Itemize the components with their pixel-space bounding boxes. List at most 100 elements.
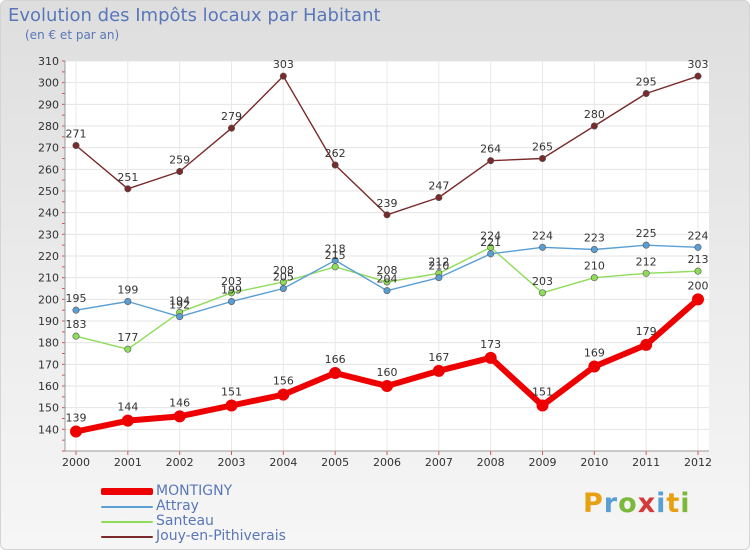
data-point-attray — [487, 250, 495, 258]
data-point-attray — [124, 297, 132, 305]
legend: MONTIGNY Attray Santeau Jouy-en-Pithiverais — [101, 484, 286, 544]
data-point-jouy-en-pithiverais — [124, 185, 132, 193]
data-point-jouy-en-pithiverais — [642, 90, 650, 98]
data-point-jouy-en-pithiverais — [487, 157, 495, 165]
data-label-jouy-en-pithiverais: 265 — [532, 141, 553, 154]
data-point-attray — [279, 284, 287, 292]
data-label-attray: 199 — [221, 284, 242, 297]
data-label-jouy-en-pithiverais: 271 — [66, 128, 87, 141]
data-point-jouy-en-pithiverais — [435, 194, 443, 202]
data-label-jouy-en-pithiverais: 279 — [221, 110, 242, 123]
data-label-santeau: 210 — [584, 260, 605, 273]
data-point-montigny — [70, 425, 82, 438]
data-label-attray: 224 — [532, 229, 553, 242]
legend-item: Santeau — [101, 514, 286, 529]
data-point-santeau — [694, 267, 702, 275]
data-point-montigny — [640, 338, 653, 351]
data-label-montigny: 144 — [117, 401, 138, 414]
logo-letter: t — [666, 488, 681, 519]
y-tick-label: 200 — [38, 293, 59, 306]
data-label-santeau: 208 — [273, 264, 294, 277]
y-tick-label: 210 — [38, 272, 59, 285]
logo-letter: P — [583, 488, 604, 519]
data-label-santeau: 224 — [480, 229, 501, 242]
legend-label: MONTIGNY — [156, 483, 233, 499]
data-point-jouy-en-pithiverais — [176, 168, 184, 176]
data-label-jouy-en-pithiverais: 247 — [428, 180, 449, 193]
x-tick-label: 2007 — [425, 456, 453, 469]
y-tick-label: 240 — [38, 207, 59, 220]
data-point-santeau — [642, 269, 650, 277]
y-tick-label: 230 — [38, 228, 59, 241]
data-label-attray: 224 — [688, 229, 709, 242]
data-point-jouy-en-pithiverais — [228, 124, 236, 132]
data-point-attray — [694, 243, 702, 251]
data-point-attray — [642, 241, 650, 249]
x-tick-label: 2010 — [580, 456, 608, 469]
data-label-santeau: 177 — [117, 331, 138, 344]
y-tick-label: 290 — [38, 98, 59, 111]
data-point-jouy-en-pithiverais — [72, 142, 80, 150]
data-point-jouy-en-pithiverais — [538, 155, 546, 163]
x-tick-label: 2004 — [269, 456, 297, 469]
x-tick-label: 2002 — [166, 456, 194, 469]
x-tick-label: 2001 — [114, 456, 142, 469]
x-tick-label: 2006 — [373, 456, 401, 469]
legend-label: Jouy-en-Pithiverais — [156, 528, 286, 544]
data-point-montigny — [225, 399, 238, 412]
x-tick-label: 2009 — [529, 456, 557, 469]
data-point-attray — [228, 297, 236, 305]
data-label-montigny: 179 — [636, 325, 657, 338]
legend-swatch — [101, 520, 153, 523]
x-tick-label: 2008 — [477, 456, 505, 469]
y-tick-label: 310 — [38, 55, 59, 68]
data-label-montigny: 156 — [273, 375, 294, 388]
data-label-jouy-en-pithiverais: 303 — [273, 58, 294, 71]
legend-swatch — [101, 535, 153, 538]
data-point-jouy-en-pithiverais — [331, 161, 339, 169]
x-tick-label: 2000 — [62, 456, 90, 469]
legend-item: MONTIGNY — [101, 484, 286, 499]
proxiti-logo: Proxiti — [583, 488, 691, 519]
data-point-attray — [435, 274, 443, 282]
data-point-santeau — [331, 263, 339, 271]
x-tick-label: 2003 — [218, 456, 246, 469]
chart-subtitle: (en € et par an) — [25, 28, 120, 42]
data-point-santeau — [538, 289, 546, 297]
logo-letter: r — [603, 488, 619, 519]
logo-letter: i — [680, 488, 691, 519]
data-label-attray: 221 — [480, 236, 501, 249]
data-label-montigny: 160 — [377, 366, 398, 379]
data-label-jouy-en-pithiverais: 262 — [325, 147, 346, 160]
y-tick-label: 140 — [38, 423, 59, 436]
data-label-santeau: 215 — [325, 249, 346, 262]
legend-swatch — [101, 488, 153, 495]
data-point-montigny — [121, 414, 134, 427]
logo-letter: i — [656, 488, 667, 519]
data-point-attray — [590, 246, 598, 254]
data-point-jouy-en-pithiverais — [383, 211, 391, 219]
data-point-attray — [331, 256, 339, 264]
data-label-santeau: 208 — [377, 264, 398, 277]
data-point-attray — [538, 243, 546, 251]
data-label-montigny: 173 — [480, 338, 501, 351]
data-point-montigny — [692, 293, 704, 306]
data-label-jouy-en-pithiverais: 295 — [636, 76, 657, 89]
data-label-montigny: 200 — [688, 279, 709, 292]
data-point-montigny — [588, 360, 601, 373]
data-point-montigny — [432, 364, 445, 377]
data-label-santeau: 213 — [688, 253, 709, 266]
y-tick-label: 280 — [38, 120, 59, 133]
data-point-attray — [72, 306, 80, 314]
data-label-montigny: 167 — [428, 351, 449, 364]
data-label-montigny: 169 — [584, 347, 605, 360]
data-point-montigny — [277, 388, 290, 401]
data-point-santeau — [72, 332, 80, 340]
y-tick-label: 170 — [38, 358, 59, 371]
logo-letter: x — [637, 488, 657, 519]
y-tick-label: 160 — [38, 380, 59, 393]
data-label-jouy-en-pithiverais: 259 — [169, 154, 190, 167]
data-label-jouy-en-pithiverais: 251 — [117, 171, 138, 184]
